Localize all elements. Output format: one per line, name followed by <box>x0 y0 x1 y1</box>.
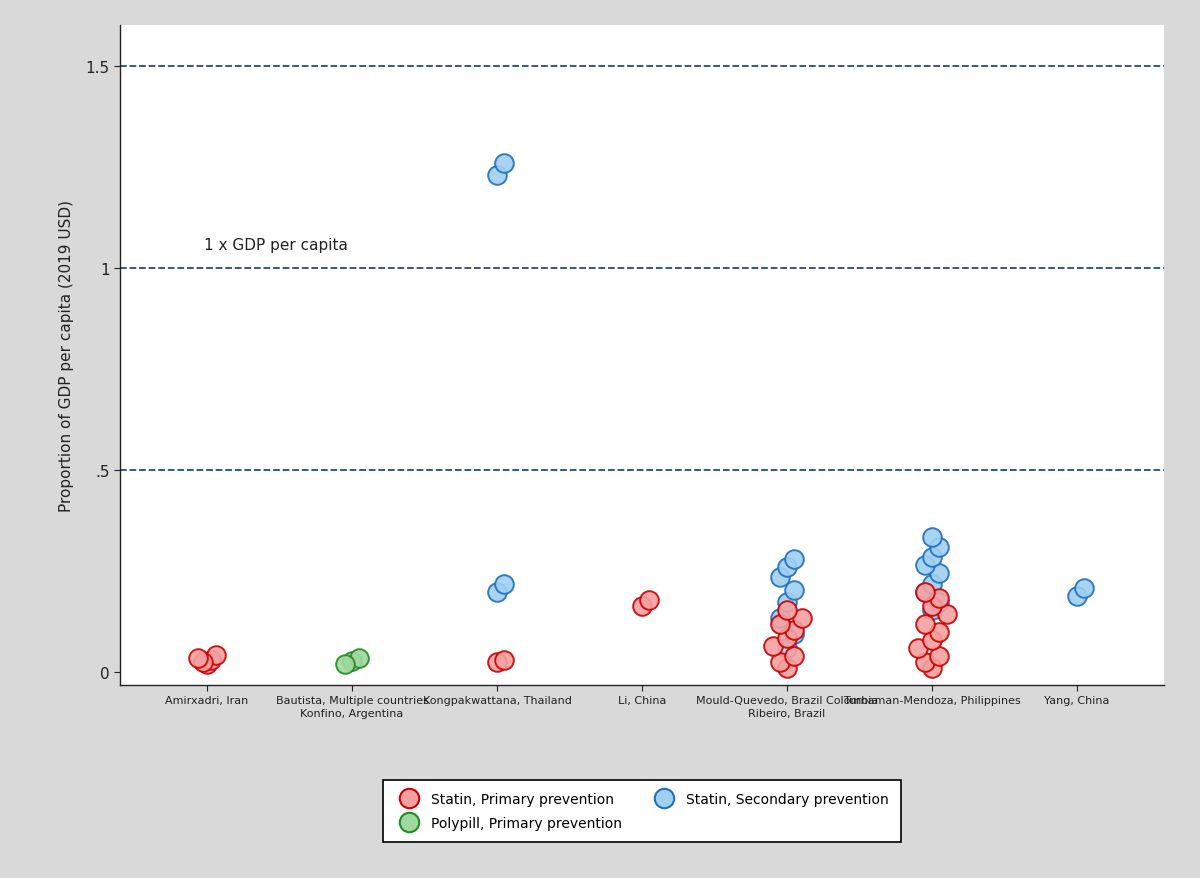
Point <box>930 566 949 580</box>
Point <box>930 541 949 555</box>
Point <box>923 577 942 591</box>
Point <box>188 651 208 666</box>
Point <box>1075 581 1094 595</box>
Point <box>1068 589 1087 603</box>
Point <box>193 656 212 670</box>
Point <box>494 653 514 667</box>
Point <box>494 577 514 591</box>
Point <box>342 654 361 668</box>
Point <box>937 607 956 621</box>
Point <box>778 631 797 645</box>
Point <box>785 552 804 566</box>
Point <box>335 657 354 671</box>
Point <box>487 585 506 599</box>
Point <box>930 625 949 639</box>
Point <box>487 169 506 183</box>
Point <box>770 571 790 585</box>
Point <box>778 662 797 676</box>
Point <box>349 651 368 666</box>
Point <box>640 593 659 607</box>
Point <box>923 662 942 676</box>
Point <box>778 642 797 656</box>
Point <box>923 603 942 617</box>
Point <box>202 653 221 667</box>
Point <box>778 595 797 609</box>
Point <box>487 656 506 670</box>
Point <box>916 585 935 599</box>
Point <box>923 551 942 565</box>
Point <box>923 599 942 613</box>
Point <box>916 656 935 670</box>
Point <box>494 156 514 170</box>
Point <box>930 591 949 605</box>
Text: 1 x GDP per capita: 1 x GDP per capita <box>204 238 347 253</box>
Point <box>778 561 797 575</box>
Point <box>916 617 935 631</box>
Point <box>916 585 935 599</box>
Point <box>785 650 804 664</box>
Point <box>770 656 790 670</box>
Point <box>792 611 811 625</box>
Point <box>908 642 928 656</box>
Point <box>197 658 217 672</box>
Point <box>916 558 935 572</box>
Point <box>785 623 804 637</box>
Point <box>923 530 942 544</box>
Point <box>778 603 797 617</box>
Y-axis label: Proportion of GDP per capita (2019 USD): Proportion of GDP per capita (2019 USD) <box>59 200 74 511</box>
Point <box>206 649 226 663</box>
Point <box>923 633 942 647</box>
Point <box>632 599 652 613</box>
Point <box>770 617 790 631</box>
Point <box>763 639 782 653</box>
Point <box>785 583 804 597</box>
Point <box>930 595 949 609</box>
Legend: Statin, Primary prevention, Polypill, Primary prevention, Statin, Secondary prev: Statin, Primary prevention, Polypill, Pr… <box>383 780 901 843</box>
Point <box>930 650 949 664</box>
Point <box>785 627 804 641</box>
Point <box>770 611 790 625</box>
